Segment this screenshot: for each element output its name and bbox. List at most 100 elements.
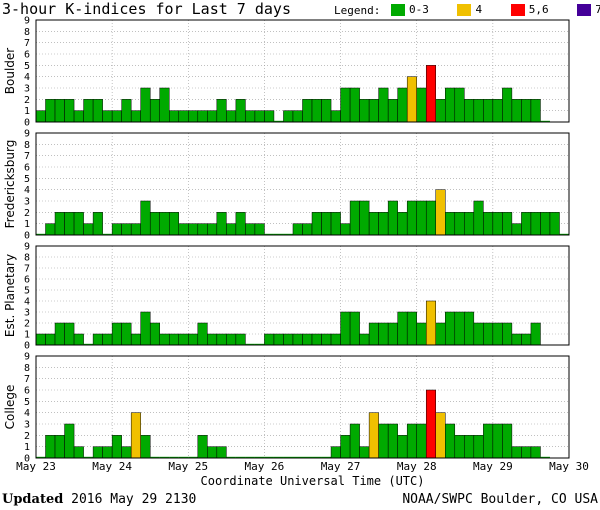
k-bar	[188, 223, 199, 236]
k-bar	[245, 110, 256, 123]
k-bar	[454, 87, 465, 123]
k-bar	[311, 99, 322, 123]
k-bar	[292, 110, 303, 123]
k-bar	[464, 212, 475, 236]
y-tick-label: 9	[24, 242, 30, 253]
k-bar	[264, 333, 275, 346]
k-bar	[35, 333, 46, 346]
k-bar	[92, 212, 103, 236]
k-bar	[378, 423, 389, 459]
k-bar	[207, 223, 218, 236]
k-bar	[397, 435, 408, 459]
k-bar-zero	[188, 456, 198, 458]
k-bar-zero	[159, 456, 170, 458]
k-bar-zero	[273, 233, 284, 235]
k-bar-zero	[321, 456, 332, 458]
y-tick-label: 0	[24, 341, 30, 352]
panel-frame	[35, 245, 570, 346]
y-tick-label: 1	[24, 442, 30, 453]
k-bar	[359, 446, 370, 459]
k-bar	[359, 99, 370, 123]
k-bar-zero	[312, 456, 322, 458]
y-tick-label: 5	[24, 174, 30, 185]
k-bar	[92, 446, 103, 459]
x-tick-label: May 30	[549, 460, 589, 473]
k-bar	[435, 99, 446, 123]
k-bar	[140, 200, 151, 236]
k-bar	[226, 223, 237, 236]
k-bar	[530, 446, 541, 459]
k-bar	[435, 412, 446, 459]
k-bar	[64, 212, 75, 236]
k-bar	[311, 333, 322, 346]
k-bar	[387, 322, 398, 346]
legend-swatch-4	[457, 4, 472, 16]
k-bar	[45, 99, 56, 123]
k-bar	[454, 212, 465, 236]
k-bar	[207, 333, 218, 346]
k-bar	[302, 223, 313, 236]
y-tick-label: 0	[24, 231, 30, 242]
k-bar	[483, 423, 494, 459]
k-bar	[169, 110, 180, 123]
k-bar	[483, 212, 494, 236]
k-bar	[178, 333, 189, 346]
k-bar	[292, 223, 303, 236]
k-bar	[92, 99, 103, 123]
k-bar	[330, 212, 341, 236]
y-tick-label: 7	[24, 151, 30, 162]
legend-text-5-6: 5,6	[528, 3, 549, 16]
station-label: Est. Planetary	[3, 254, 17, 337]
k-bar-zero	[302, 456, 313, 458]
k-bar	[340, 311, 351, 346]
k-bar	[130, 110, 141, 123]
y-tick-label: 1	[24, 106, 30, 117]
k-bar-zero	[283, 233, 293, 235]
k-bar	[35, 110, 46, 123]
legend: Legend: 0-3 4 5,6 7-9	[334, 3, 600, 17]
k-bar	[330, 110, 341, 123]
k-bar	[321, 333, 332, 346]
k-bar	[502, 423, 513, 459]
k-bar	[264, 110, 275, 123]
k-bar	[416, 200, 427, 236]
k-bar-zero	[283, 456, 293, 458]
k-bar-zero	[264, 456, 274, 458]
k-bar	[349, 311, 360, 346]
k-bar	[226, 110, 237, 123]
k-bar	[349, 200, 360, 236]
k-bar-zero	[235, 456, 246, 458]
k-bar	[159, 333, 170, 346]
k-bar	[254, 110, 265, 123]
k-bar	[521, 99, 532, 123]
k-bar	[425, 65, 437, 123]
x-tick-label: May 24	[92, 460, 132, 473]
k-bar	[425, 389, 437, 459]
k-bar	[473, 99, 484, 123]
k-bar	[502, 322, 513, 346]
k-bar	[492, 322, 503, 346]
k-bar-zero	[150, 456, 160, 458]
k-bar	[368, 99, 379, 123]
k-bar	[406, 423, 417, 459]
k-bar	[492, 423, 503, 459]
panel-frame	[35, 355, 570, 459]
k-bar	[54, 435, 65, 459]
k-bar	[464, 311, 475, 346]
k-bar	[111, 435, 122, 459]
k-bar	[492, 99, 503, 123]
k-bar	[502, 212, 513, 236]
y-tick-label: 0	[24, 454, 30, 465]
k-bar	[445, 87, 456, 123]
station-label: Fredericksburg	[3, 140, 17, 229]
y-tick-label: 8	[24, 27, 30, 38]
y-tick-label: 7	[24, 264, 30, 275]
k-bar	[64, 99, 75, 123]
y-tick-label: 2	[24, 95, 30, 106]
y-tick-label: 4	[24, 297, 30, 308]
k-bar	[83, 99, 94, 123]
k-bar	[216, 446, 227, 459]
k-bar	[45, 435, 56, 459]
legend-text-4: 4	[475, 3, 483, 16]
updated-value: 2016 May 29 2130	[71, 492, 197, 507]
